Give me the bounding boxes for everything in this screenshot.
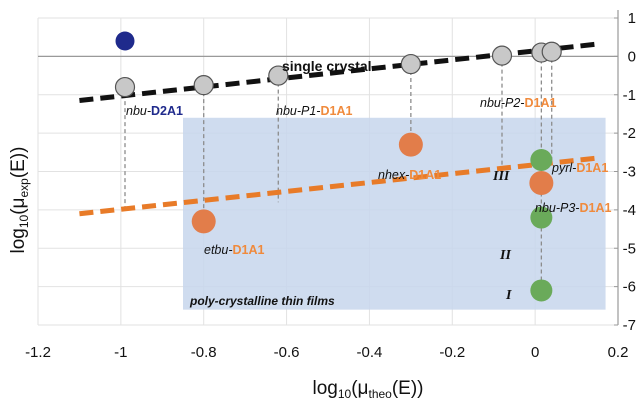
single-crystal-label: single crystal [282, 58, 372, 74]
y-tick-label: -6 [623, 279, 636, 296]
label-suffix: D1A1 [409, 168, 441, 182]
label-etbu: etbu-D1A1 [204, 243, 265, 257]
label-prefix: nbu-P2- [480, 96, 524, 110]
label-nbu-p1: nbu-P1-D1A1 [276, 104, 352, 118]
roman-label-iii: III [492, 169, 510, 184]
y-tick-label: 0 [628, 48, 636, 65]
y-tick-label: -2 [623, 125, 636, 142]
d2a1-point [115, 31, 135, 51]
y-tick-label: -1 [623, 87, 636, 104]
x-title-sub2: theo [368, 387, 392, 401]
thin-film-point [398, 132, 423, 157]
green-point [530, 279, 553, 302]
single-crystal-point [268, 65, 289, 86]
single-crystal-point [193, 75, 214, 96]
label-prefix: etbu- [204, 243, 233, 257]
green-point [530, 206, 553, 229]
label-nbu-p3: nbu-P3-D1A1 [535, 201, 611, 215]
y-tick-label: -3 [623, 164, 636, 181]
label-prefix: nbu-P3- [535, 201, 579, 215]
x-tick-label: 0.2 [608, 344, 629, 361]
x-tick-label: -0.8 [191, 344, 217, 361]
label-nbu-d2a1: nbu-D2A1 [126, 104, 183, 118]
single-crystal-fit-line [79, 41, 598, 103]
x-tick-label: -1 [114, 344, 127, 361]
label-prefix: pyrl- [551, 161, 576, 175]
label-nbu-p2: nbu-P2-D1A1 [480, 96, 556, 110]
thin-film-point [529, 171, 554, 196]
label-suffix: D1A1 [320, 104, 352, 118]
x-title-sub1: 10 [338, 387, 352, 401]
x-tick-label: -0.2 [439, 344, 465, 361]
y-tick-label: -4 [623, 202, 636, 219]
green-point [530, 148, 553, 171]
x-title-mu: (μ [351, 378, 368, 399]
label-prefix: nbu- [126, 104, 151, 118]
thin-film-label: poly-crystalline thin films [189, 294, 335, 308]
label-suffix: D1A1 [233, 243, 265, 257]
x-title-log: log [312, 378, 337, 399]
roman-label-ii: II [499, 248, 511, 263]
data-points [114, 31, 562, 302]
label-suffix: D1A1 [524, 96, 556, 110]
y-title-end: (E)) [8, 146, 29, 178]
thin-film-point [191, 209, 216, 234]
thin-film-fit-line [79, 155, 598, 217]
single-crystal-point [114, 76, 136, 98]
x-axis-title: log10(μtheo(E)) [312, 378, 423, 401]
x-title-end: (E)) [392, 378, 424, 399]
x-tick-label: -1.2 [25, 344, 51, 361]
label-pyrl: pyrl-D1A1 [551, 161, 608, 175]
roman-label-i: I [505, 288, 512, 303]
label-suffix: D2A1 [151, 104, 183, 118]
x-tick-label: 0 [531, 344, 539, 361]
y-tick-label: 1 [628, 10, 636, 27]
label-prefix: nbu-P1- [276, 104, 320, 118]
label-suffix: D1A1 [579, 201, 611, 215]
y-title-sub2: exp [17, 178, 31, 198]
y-tick-label: -7 [623, 317, 636, 334]
label-prefix: nhex- [378, 168, 409, 182]
y-title-sub1: 10 [17, 214, 31, 228]
connector-lines [124, 51, 553, 291]
y-title-mu: (μ [8, 198, 29, 215]
y-tick-label: -5 [623, 240, 636, 257]
axes [38, 10, 619, 326]
x-tick-labels: -1.2 -1 -0.8 -0.6 -0.4 -0.2 0 0.2 [25, 344, 628, 361]
y-tick-labels: 1 0 -1 -2 -3 -4 -5 -6 -7 [623, 10, 636, 334]
label-nhex: nhex-D1A1 [378, 168, 441, 182]
y-title-log: log [8, 228, 29, 253]
single-crystal-point [491, 45, 513, 66]
y-axis-title: log10(μexp(E)) [8, 146, 31, 253]
x-tick-label: -0.4 [356, 344, 382, 361]
single-crystal-point [400, 53, 421, 75]
label-suffix: D1A1 [576, 161, 608, 175]
single-crystal-point [541, 41, 562, 62]
x-tick-label: -0.6 [274, 344, 300, 361]
